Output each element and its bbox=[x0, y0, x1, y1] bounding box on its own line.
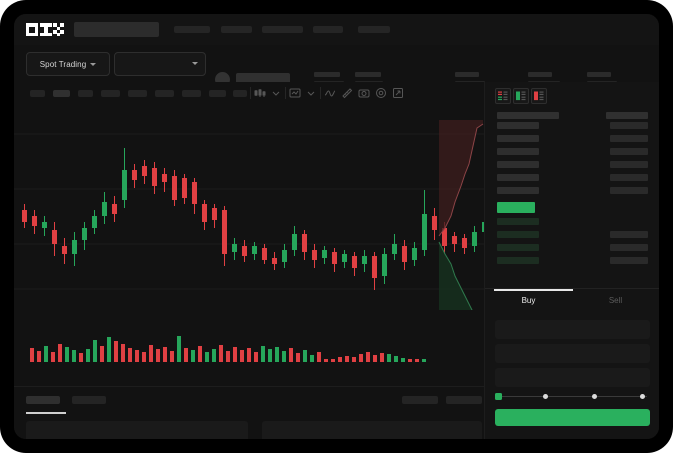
orderbook-view-asks-icon[interactable] bbox=[531, 88, 547, 104]
bottom-action-1[interactable] bbox=[402, 396, 438, 404]
orderbook-row-amount bbox=[610, 135, 648, 142]
fullscreen-icon[interactable] bbox=[392, 87, 404, 99]
volume-svg bbox=[30, 336, 426, 362]
orderbook-ask-row[interactable] bbox=[497, 161, 539, 168]
nav-item-5[interactable] bbox=[358, 26, 390, 33]
slider-track bbox=[498, 395, 647, 397]
buy-tab-indicator bbox=[494, 289, 573, 291]
global-search-input[interactable] bbox=[74, 22, 159, 37]
orderbook-bid-row[interactable] bbox=[497, 257, 539, 264]
trading-pair-selector[interactable] bbox=[114, 52, 206, 76]
orderbook-row-amount bbox=[610, 161, 648, 168]
spot-trading-label: Spot Trading bbox=[39, 59, 87, 69]
order-total-field[interactable] bbox=[495, 368, 650, 387]
chart-settings-gear-icon[interactable] bbox=[375, 87, 387, 99]
timeframe-4h[interactable] bbox=[155, 90, 174, 97]
timeframe-1m[interactable] bbox=[30, 90, 45, 97]
order-entry-form bbox=[485, 314, 659, 439]
nav-item-4[interactable] bbox=[313, 26, 343, 33]
orderbook-row-amount bbox=[610, 244, 648, 251]
orderbook-ask-row[interactable] bbox=[497, 148, 539, 155]
orderbook-header-price bbox=[497, 112, 559, 119]
order-price-field[interactable] bbox=[495, 320, 650, 339]
line-chart-icon[interactable] bbox=[324, 87, 336, 99]
orderbook-spread-row[interactable] bbox=[497, 202, 535, 213]
bottom-card-right bbox=[262, 421, 482, 439]
timeframe-1d[interactable] bbox=[182, 90, 201, 97]
chart-type-chevron-down-icon[interactable] bbox=[270, 87, 282, 99]
orderbook-ask-row[interactable] bbox=[497, 174, 539, 181]
orderbook-row-amount bbox=[610, 174, 648, 181]
timeframe-1mo[interactable] bbox=[233, 90, 247, 97]
orderbook-rows[interactable] bbox=[485, 108, 659, 284]
nav-item-2[interactable] bbox=[221, 26, 252, 33]
order-tab-buy[interactable]: Buy bbox=[521, 296, 536, 305]
orderbook-row-amount bbox=[610, 231, 648, 238]
orderbook-row-amount bbox=[610, 257, 648, 264]
order-tab-sell[interactable]: Sell bbox=[608, 296, 623, 305]
bottom-tab-order-history[interactable] bbox=[72, 396, 106, 404]
orderbook-view-bids-icon[interactable] bbox=[513, 88, 529, 104]
bottom-action-2[interactable] bbox=[446, 396, 482, 404]
timeframe-5m[interactable] bbox=[53, 90, 70, 97]
orderbook-panel: Buy Sell bbox=[484, 82, 659, 439]
orderbook-row-amount bbox=[610, 122, 648, 129]
orderbook-header-amount bbox=[606, 112, 648, 119]
orderbook-view-both-icon[interactable] bbox=[495, 88, 511, 104]
drawing-ruler-icon[interactable] bbox=[341, 87, 353, 99]
app-screen: Spot Trading bbox=[14, 14, 659, 439]
active-tab-indicator bbox=[26, 412, 66, 414]
chevron-down-icon bbox=[192, 62, 198, 65]
market-header: Spot Trading bbox=[14, 45, 659, 82]
bottom-tab-open-orders[interactable] bbox=[26, 396, 60, 404]
bottom-card-left bbox=[26, 421, 248, 439]
top-navigation-bar bbox=[14, 14, 659, 45]
nav-item-3[interactable] bbox=[262, 26, 303, 33]
okx-logo[interactable] bbox=[26, 23, 66, 36]
spot-trading-selector[interactable]: Spot Trading bbox=[26, 52, 110, 76]
slider-node-75[interactable] bbox=[640, 393, 645, 399]
orderbook-ask-row[interactable] bbox=[497, 135, 539, 142]
orderbook-bid-row[interactable] bbox=[497, 218, 539, 225]
order-amount-field[interactable] bbox=[495, 344, 650, 363]
timeframe-15m[interactable] bbox=[78, 90, 93, 97]
timeframe-1w[interactable] bbox=[209, 90, 226, 97]
indicator-chevron-down-icon[interactable] bbox=[305, 87, 317, 99]
place-buy-order-button[interactable] bbox=[495, 409, 650, 426]
orderbook-ask-row[interactable] bbox=[497, 187, 539, 194]
depth-overlay bbox=[425, 116, 485, 310]
nav-item-1[interactable] bbox=[174, 26, 210, 33]
orderbook-row-amount bbox=[610, 187, 648, 194]
slider-node-25[interactable] bbox=[543, 393, 548, 399]
snapshot-camera-icon[interactable] bbox=[358, 87, 370, 99]
candlestick-chart-icon[interactable] bbox=[254, 87, 266, 99]
slider-node-50[interactable] bbox=[592, 393, 597, 399]
timeframe-1h[interactable] bbox=[128, 90, 147, 97]
slider-node-0[interactable] bbox=[495, 392, 502, 400]
chevron-down-icon bbox=[90, 62, 97, 66]
orderbook-bid-row[interactable] bbox=[497, 244, 539, 251]
orderbook-ask-row[interactable] bbox=[497, 122, 539, 129]
orderbook-bid-row[interactable] bbox=[497, 231, 539, 238]
order-percent-slider[interactable] bbox=[495, 391, 650, 401]
indicators-icon[interactable] bbox=[289, 87, 301, 99]
timeframe-30m[interactable] bbox=[101, 90, 120, 97]
orderbook-row-amount bbox=[610, 148, 648, 155]
order-side-tabs: Buy Sell bbox=[485, 288, 659, 315]
